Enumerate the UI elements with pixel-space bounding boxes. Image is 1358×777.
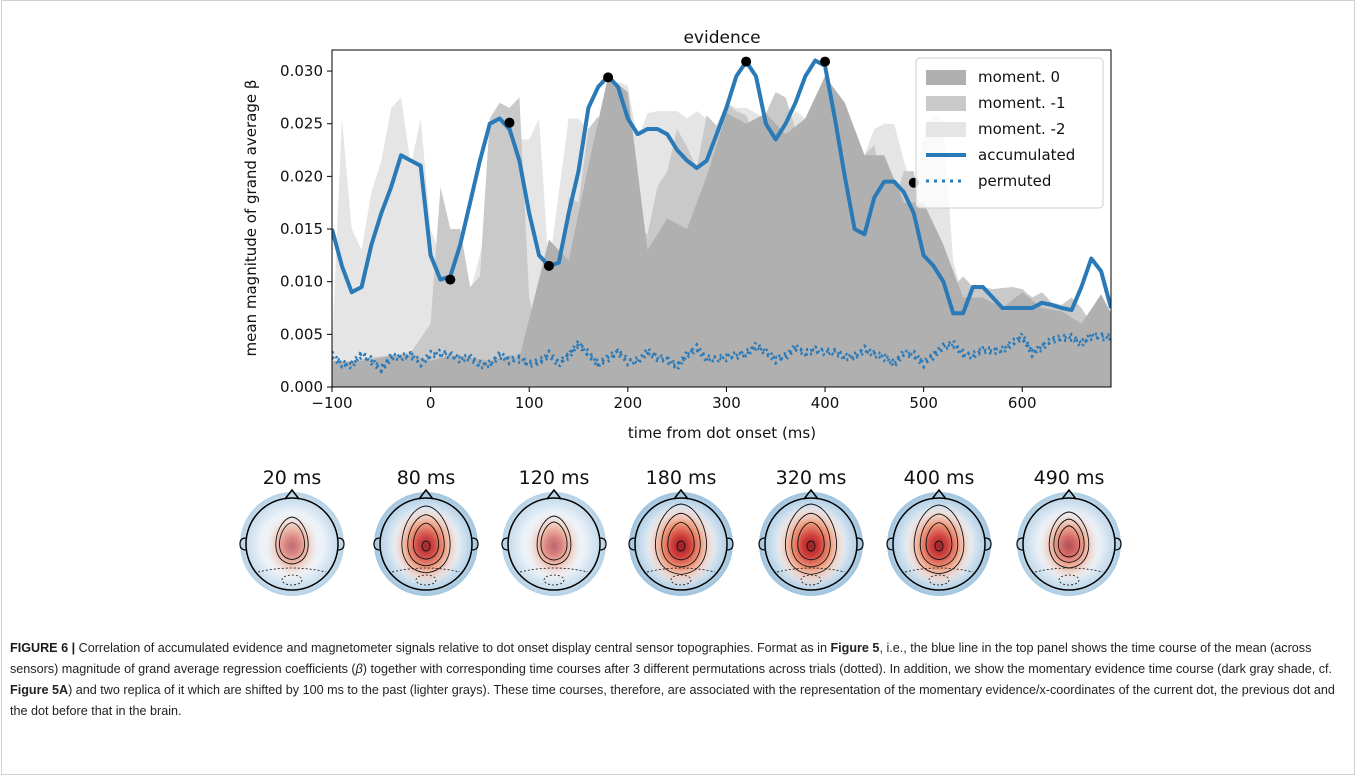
- peak-marker-5: [820, 56, 831, 67]
- caption-text-1: Correlation of accumulated evidence and …: [75, 641, 831, 655]
- legend-swatch-2: [926, 122, 966, 137]
- topo-map-0: [239, 488, 345, 596]
- x-tick-label: 600: [1008, 394, 1037, 412]
- legend: moment. 0 moment. -1 moment. -2 accumulated…: [915, 57, 1104, 209]
- topo-map-6: [1016, 488, 1122, 596]
- peak-marker-4: [741, 56, 752, 67]
- y-tick-label: 0.005: [280, 325, 323, 343]
- y-tick-label: 0.020: [280, 167, 323, 185]
- x-tick-label: 500: [909, 394, 938, 412]
- figure-svg: evidence −100 0 100 200 300 400 500 600 0.000 0.0…: [239, 28, 1122, 596]
- x-tick-label: 300: [712, 394, 741, 412]
- legend-label-2: moment. -2: [978, 120, 1066, 138]
- topo-label-5: 400 ms: [904, 467, 975, 489]
- peak-marker-0: [445, 274, 456, 285]
- legend-label-1: moment. -1: [978, 94, 1066, 112]
- legend-label-0: moment. 0: [978, 68, 1060, 86]
- figure-caption: FIGURE 6 | Correlation of accumulated ev…: [10, 638, 1345, 722]
- caption-text-3: ) together with corresponding time cours…: [362, 662, 1333, 676]
- x-axis-label: time from dot onset (ms): [628, 424, 816, 442]
- legend-label-3: accumulated: [978, 146, 1075, 164]
- x-tick-label: 200: [614, 394, 643, 412]
- topo-map-5: [886, 488, 992, 596]
- x-tick-label: 0: [426, 394, 436, 412]
- legend-box: [915, 57, 1104, 209]
- accumulated-line: [332, 58, 1111, 316]
- caption-ref-figure5a[interactable]: Figure 5A: [10, 683, 69, 697]
- caption-text-2: , i.e., the blue line in the top panel s…: [10, 641, 1312, 676]
- y-tick-label: 0.030: [280, 62, 323, 80]
- legend-swatch-1: [926, 96, 966, 111]
- caption-ref-figure5[interactable]: Figure 5: [830, 641, 880, 655]
- y-axis-label: mean magnitude of grand average β: [242, 80, 260, 357]
- area-series-0: [332, 76, 1111, 387]
- peak-marker-1: [504, 117, 515, 128]
- y-tick-label: 0.000: [280, 378, 323, 396]
- topo-label-1: 80 ms: [397, 467, 456, 489]
- topo-label-2: 120 ms: [519, 467, 590, 489]
- x-tick-label: −100: [311, 394, 352, 412]
- caption-beta: β: [355, 662, 363, 676]
- topo-label-3: 180 ms: [646, 467, 717, 489]
- topo-map-2: [501, 488, 607, 596]
- y-tick-label: 0.015: [280, 220, 323, 238]
- topo-label-0: 20 ms: [263, 467, 322, 489]
- topo-map-1: [373, 488, 479, 596]
- peak-marker-2: [543, 260, 554, 271]
- y-tick-label: 0.025: [280, 115, 323, 133]
- caption-text-4: ) and two replica of it which are shifte…: [10, 683, 1335, 718]
- chart-title: evidence: [683, 28, 760, 48]
- legend-label-4: permuted: [978, 172, 1051, 190]
- topo-label-6: 490 ms: [1034, 467, 1105, 489]
- plot-frame: [331, 49, 1112, 388]
- topography-row: 20 ms 80 ms 120 ms 180 ms 320 ms 400 ms 490 ms: [239, 467, 1122, 596]
- permuted-line-1: [332, 332, 1111, 368]
- legend-swatch-0: [926, 70, 966, 85]
- peak-marker-3: [603, 72, 614, 83]
- x-tick-label: 400: [811, 394, 840, 412]
- x-tick-label: 100: [515, 394, 544, 412]
- topo-map-3: [628, 488, 734, 596]
- topo-map-4: [758, 488, 864, 596]
- permuted-line-0: [332, 332, 1111, 374]
- caption-lead: FIGURE 6 |: [10, 641, 76, 655]
- topo-label-4: 320 ms: [776, 467, 847, 489]
- plot-area: [332, 56, 1111, 387]
- y-tick-label: 0.010: [280, 273, 323, 291]
- axes: −100 0 100 200 300 400 500 600 0.000 0.005 0.010 0.…: [280, 62, 1037, 412]
